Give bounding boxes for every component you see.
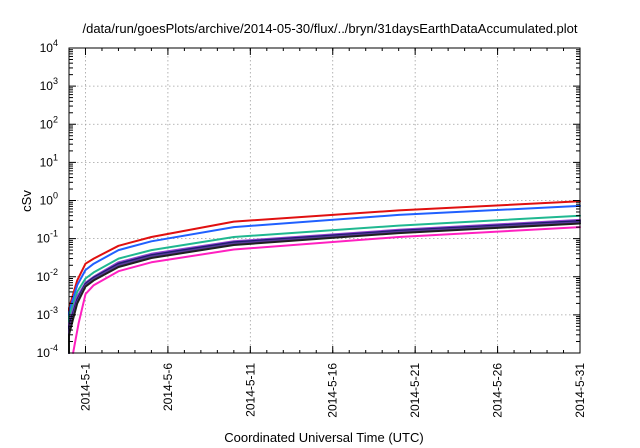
series-lines (68, 200, 581, 354)
series-line-5 (68, 220, 581, 354)
y-tick-label: 10-3 (37, 305, 58, 322)
y-tick-exponent: -4 (50, 343, 58, 353)
x-tick-label: 2014-5-26 (491, 363, 505, 418)
x-tick-label: 2014-5-21 (408, 363, 422, 418)
y-tick-exponent: 4 (53, 38, 58, 48)
y-tick-base: 10 (37, 346, 51, 360)
y-tick-base: 10 (37, 232, 51, 246)
x-tick-label: 2014-5-6 (161, 363, 175, 411)
x-tick-labels: 2014-5-1 2014-5-6 2014-5-11 2014-5-16 2014-5… (78, 363, 587, 418)
y-tick-exponent: -2 (50, 267, 58, 277)
y-tick-exponent: -1 (50, 229, 58, 239)
series-line-7 (68, 222, 581, 354)
ticks (68, 47, 581, 354)
y-tick-base: 10 (40, 155, 54, 169)
y-tick-label: 101 (40, 152, 58, 169)
series-line-3 (68, 214, 581, 354)
x-tick-label: 2014-5-1 (78, 363, 92, 411)
series-line-2 (68, 204, 581, 354)
y-tick-label: 102 (40, 114, 58, 131)
y-tick-base: 10 (37, 308, 51, 322)
y-tick-label: 10-2 (37, 267, 58, 284)
x-tick-label: 2014-5-11 (243, 363, 257, 417)
y-tick-exponent: 3 (53, 76, 58, 86)
y-tick-base: 10 (40, 79, 54, 93)
y-tick-exponent: 2 (53, 114, 58, 124)
y-tick-base: 10 (40, 41, 54, 55)
x-tick-label: 2014-5-31 (573, 363, 587, 418)
y-tick-exponent: -3 (50, 305, 58, 315)
x-axis-label: Coordinated Universal Time (UTC) (224, 430, 423, 445)
y-tick-label: 100 (40, 191, 58, 208)
grid (69, 48, 580, 353)
series-line-8 (72, 226, 581, 354)
y-tick-base: 10 (40, 117, 54, 131)
y-tick-label: 104 (40, 38, 58, 55)
chart-title: /data/run/goesPlots/archive/2014-05-30/f… (82, 21, 577, 36)
series-line-1 (68, 200, 581, 354)
y-tick-base: 10 (37, 270, 51, 284)
y-axis-label: cSv (19, 190, 34, 212)
y-tick-label: 103 (40, 76, 58, 93)
y-tick-exponent: 1 (53, 152, 58, 162)
y-tick-base: 10 (40, 194, 54, 208)
y-tick-exponent: 0 (53, 191, 58, 201)
y-tick-label: 10-1 (37, 229, 58, 246)
y-tick-label: 10-4 (37, 343, 58, 360)
x-tick-label: 2014-5-16 (326, 363, 340, 418)
series-line-4 (68, 218, 581, 354)
